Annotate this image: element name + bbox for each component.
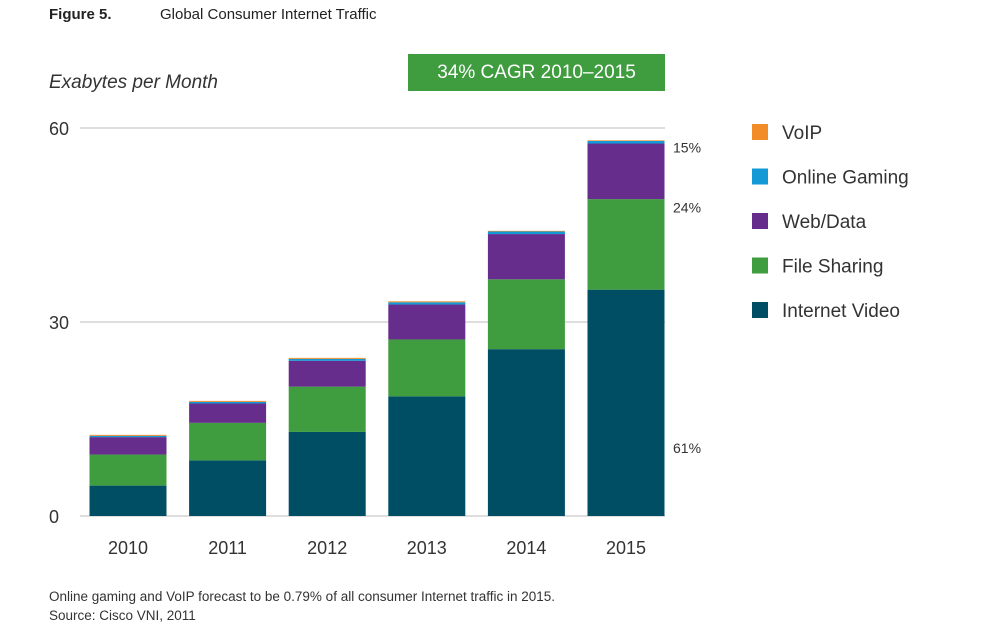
- figure-label: Figure 5.: [49, 6, 112, 23]
- legend-label: Internet Video: [782, 301, 900, 322]
- y-tick-label: 60: [49, 119, 69, 139]
- share-label: 15%: [673, 139, 701, 155]
- bar-segment-file-sharing-2010: [89, 454, 167, 486]
- legend-label: VoIP: [782, 123, 822, 144]
- x-tick-label: 2011: [208, 538, 247, 558]
- legend-swatch: [752, 168, 768, 185]
- legend-swatch: [752, 213, 768, 229]
- bar-segment-file-sharing-2012: [288, 386, 366, 432]
- bar-segment-file-sharing-2014: [487, 279, 565, 350]
- bar-segment-file-sharing-2013: [388, 339, 466, 397]
- share-annotations: 15% 24% 61%: [673, 139, 701, 456]
- legend-label: File Sharing: [782, 257, 883, 278]
- bar-segment-online-gaming-2010: [89, 435, 167, 438]
- y-tick-label: 0: [49, 507, 59, 527]
- bar-segment-internet-video-2011: [189, 460, 267, 516]
- gridlines: [80, 127, 665, 517]
- cagr-badge: 34% CAGR 2010–2015: [408, 54, 665, 91]
- bar-segment-voip-2015: [587, 140, 665, 141]
- footnote-line-1: Online gaming and VoIP forecast to be 0.…: [49, 589, 556, 604]
- share-label: 24%: [673, 200, 701, 216]
- bar-segment-internet-video-2012: [288, 431, 366, 516]
- x-tick-label: 2014: [506, 538, 546, 558]
- footnote-source: Source: Cisco VNI, 2011: [49, 608, 196, 623]
- bar-segment-internet-video-2013: [388, 396, 466, 516]
- bar-segment-web-data-2011: [189, 403, 267, 423]
- bar-segment-internet-video-2010: [89, 485, 167, 516]
- x-tick-label: 2015: [606, 538, 646, 558]
- x-tick-labels: 2010 2011 2012 2013 2014 2015: [108, 538, 646, 558]
- bar-segment-online-gaming-2013: [388, 302, 466, 305]
- legend-swatch: [752, 257, 768, 274]
- bar-segment-web-data-2015: [587, 143, 665, 200]
- y-axis-label: Exabytes per Month: [49, 72, 218, 93]
- bar-segment-file-sharing-2011: [189, 422, 267, 461]
- bar-segment-internet-video-2015: [587, 289, 665, 516]
- bar-segment-online-gaming-2012: [288, 358, 366, 361]
- bar-segment-web-data-2014: [487, 234, 565, 280]
- legend-swatch: [752, 124, 768, 140]
- bar-segment-online-gaming-2015: [587, 140, 665, 144]
- legend-swatch: [752, 302, 768, 318]
- bar-segment-web-data-2010: [89, 437, 167, 455]
- bar-segment-web-data-2013: [388, 304, 466, 340]
- figure-title: Global Consumer Internet Traffic: [160, 6, 377, 23]
- legend-label: Online Gaming: [782, 168, 909, 189]
- y-tick-label: 30: [49, 313, 69, 333]
- stacked-bar-chart: 0 30 60 2010 2011 2012 2013 2014 2015 15% 24% 61%…: [49, 119, 909, 558]
- bar-segment-voip-2014: [487, 230, 565, 232]
- x-tick-label: 2010: [108, 538, 148, 558]
- bar-segment-voip-2013: [388, 301, 466, 303]
- footnote: Online gaming and VoIP forecast to be 0.…: [49, 587, 555, 625]
- x-tick-label: 2012: [307, 538, 347, 558]
- bar-segment-file-sharing-2015: [587, 199, 665, 290]
- bars: [89, 140, 665, 516]
- x-tick-label: 2013: [407, 538, 447, 558]
- bar-segment-voip-2011: [189, 400, 267, 402]
- legend: VoIP Online Gaming Web/Data File Sharing Int…: [752, 123, 909, 322]
- legend-label: Web/Data: [782, 212, 867, 233]
- bar-segment-online-gaming-2014: [487, 231, 565, 235]
- bar-segment-web-data-2012: [288, 360, 366, 387]
- bar-segment-voip-2010: [89, 434, 167, 436]
- bar-segment-voip-2012: [288, 357, 366, 359]
- y-tick-labels: 0 30 60: [49, 119, 69, 527]
- bar-segment-online-gaming-2011: [189, 401, 267, 404]
- share-label: 61%: [673, 440, 701, 456]
- bar-segment-internet-video-2014: [487, 349, 565, 516]
